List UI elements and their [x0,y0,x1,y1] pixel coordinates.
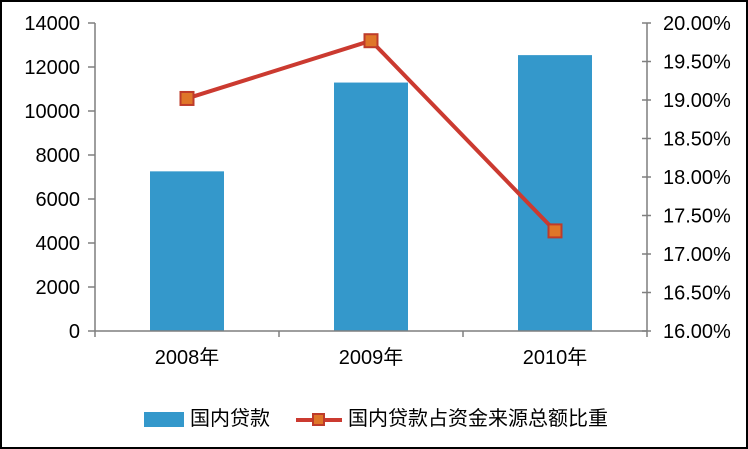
left-axis-label-10000: 10000 [24,101,80,123]
line-marker-2010年 [547,223,563,239]
left-axis-label-0: 0 [69,321,80,343]
bar-2008年 [150,171,224,331]
legend-label-line-series: 国内贷款占资金来源总额比重 [348,408,608,430]
right-axis-label-19.50%: 19.50% [663,52,731,74]
x-axis-label-2010年: 2010年 [523,346,588,369]
right-axis-label-20.00%: 20.00% [663,13,731,35]
left-axis-label-8000: 8000 [36,145,81,167]
bar-series-swatch [144,411,184,427]
bar-2009年 [334,82,408,331]
right-axis-label-18.50%: 18.50% [663,129,731,151]
legend-item-line-series: 国内贷款占资金来源总额比重 [296,409,608,429]
legend-label-bar-series: 国内贷款 [190,408,270,430]
x-axis-label-2009年: 2009年 [339,346,404,369]
bar-2010年 [518,55,592,332]
chart-legend: 国内贷款 国内贷款占资金来源总额比重 [2,401,746,437]
right-axis-label-18.00%: 18.00% [663,167,731,189]
left-axis-label-2000: 2000 [36,277,81,299]
square-marker-icon [312,412,325,426]
x-axis-label-2008年: 2008年 [155,346,220,369]
left-axis-label-6000: 6000 [36,189,81,211]
left-axis-label-12000: 12000 [24,57,80,79]
line-series-swatch [296,412,342,427]
legend-item-bar-series: 国内贷款 [144,409,270,429]
line-marker-2009年 [363,33,379,49]
left-axis-label-4000: 4000 [36,233,81,255]
right-axis-label-16.00%: 16.00% [663,321,731,343]
line-marker-2008年 [179,90,195,106]
left-axis-label-14000: 14000 [24,13,80,35]
right-axis-label-19.00%: 19.00% [663,90,731,112]
right-axis-label-17.00%: 17.00% [663,244,731,266]
right-axis-label-17.50%: 17.50% [663,206,731,228]
right-axis-label-16.50%: 16.50% [663,283,731,305]
